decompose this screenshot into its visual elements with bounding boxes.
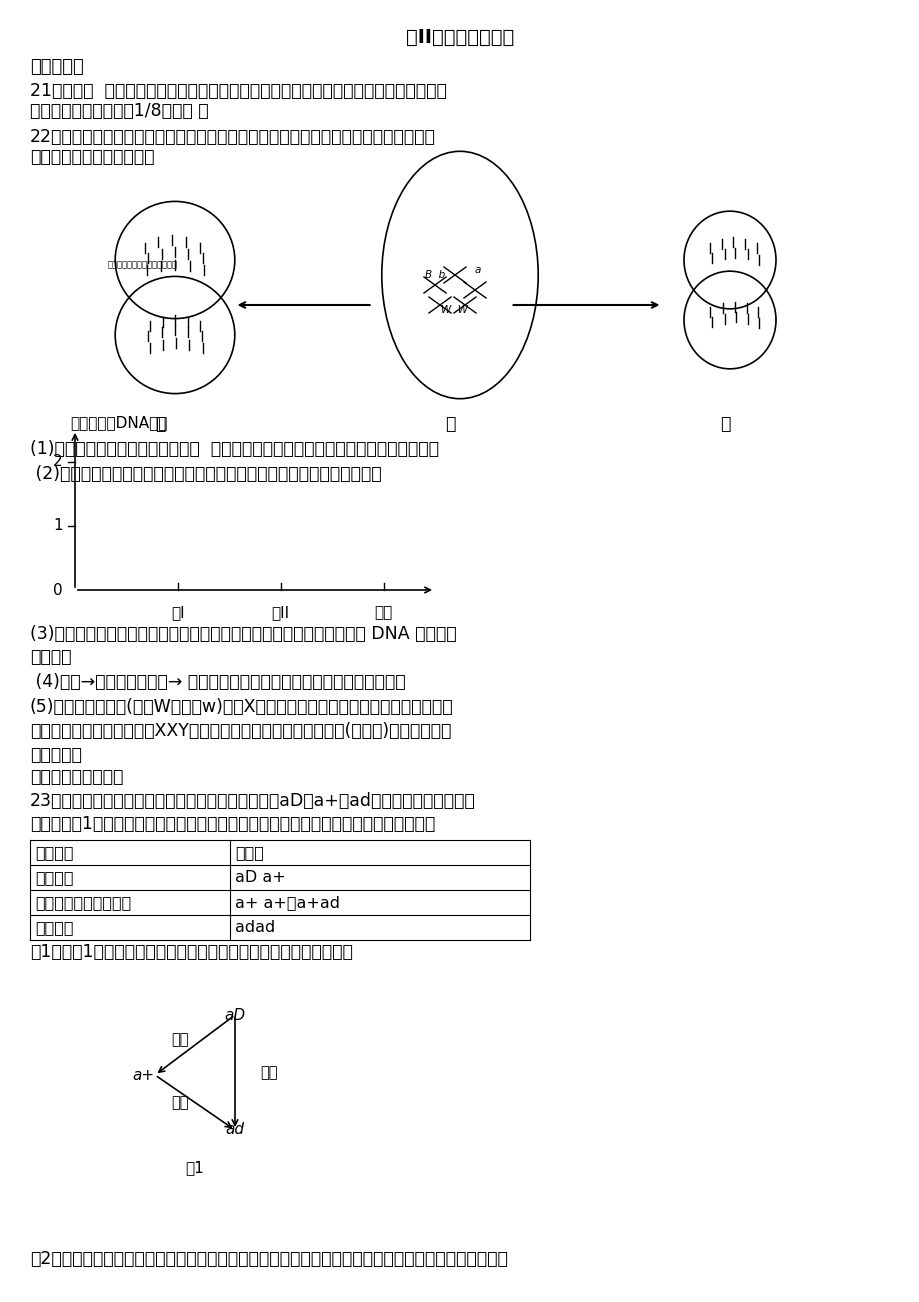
Text: a: a xyxy=(474,266,481,275)
Text: 性别类型: 性别类型 xyxy=(35,845,74,861)
Text: 突变: 突变 xyxy=(260,1065,278,1079)
Text: 23．葫芦科中一种被称为喷瓜的植物，其性别类型由aD、a+、ad三种基因决定，三种基: 23．葫芦科中一种被称为喷瓜的植物，其性别类型由aD、a+、ad三种基因决定，三… xyxy=(30,792,475,810)
Text: ad: ad xyxy=(225,1122,244,1138)
Text: 化曲线。: 化曲线。 xyxy=(30,648,72,667)
Text: ᎰᎰᎰᎰᎰᎰᎰᎰᎰᎰᎰᎰᎰᎰ: ᎰᎰᎰᎰᎰᎰᎰᎰᎰᎰᎰᎰᎰᎰ xyxy=(108,260,177,270)
Text: adad: adad xyxy=(234,921,275,935)
Text: 二个白化女孩的概率为1/8。答（ ）: 二个白化女孩的概率为1/8。答（ ） xyxy=(30,102,209,120)
Text: 乙: 乙 xyxy=(154,415,165,434)
Text: 雌性植株: 雌性植株 xyxy=(35,921,74,935)
Text: a+ a+、a+ad: a+ a+、a+ad xyxy=(234,894,340,910)
Text: 雄性植株: 雄性植株 xyxy=(35,870,74,885)
Text: （2）由表中信息可知，自然界中没有雄性纯和植株的原因是＿＿＿＿＿＿＿＿＿＿＿＿＿＿＿＿＿＿。: （2）由表中信息可知，自然界中没有雄性纯和植株的原因是＿＿＿＿＿＿＿＿＿＿＿＿＿… xyxy=(30,1250,507,1268)
Text: 21．判断题  白化为常染色体隐性遗传病，一对肤色正常的夫妇生了一个白化女孩，生第: 21．判断题 白化为常染色体隐性遗传病，一对肤色正常的夫妇生了一个白化女孩，生第 xyxy=(30,82,447,100)
Text: 2: 2 xyxy=(53,454,62,470)
Text: 1: 1 xyxy=(53,518,62,534)
Text: (5)果蝇眼色的基因(红眼W，白眼w)位于X染色体上，该果蝇与正常红眼雄果蝇交配，: (5)果蝇眼色的基因(红眼W，白眼w)位于X染色体上，该果蝇与正常红眼雄果蝇交配… xyxy=(30,698,453,716)
Text: 甲: 甲 xyxy=(444,415,455,434)
Text: 0: 0 xyxy=(53,582,62,598)
Text: 突变: 突变 xyxy=(171,1032,188,1048)
Text: 二、综合题: 二、综合题 xyxy=(30,59,84,76)
Text: 数第＿＿＿: 数第＿＿＿ xyxy=(30,746,82,764)
Text: 图1: 图1 xyxy=(186,1160,204,1174)
Text: a+: a+ xyxy=(132,1068,154,1082)
Text: B  b: B b xyxy=(425,270,445,280)
Text: (4)与甲→乙过程相比，甲→ 丙过程特有的可遗传变异类型是＿＿＿＿＿＿。: (4)与甲→乙过程相比，甲→ 丙过程特有的可遗传变异类型是＿＿＿＿＿＿。 xyxy=(30,673,405,691)
Text: (3)请在如图所示的坐标系中绘出甲细胞在减数分裂过程中每条染色体上 DNA 含量的变: (3)请在如图所示的坐标系中绘出甲细胞在减数分裂过程中每条染色体上 DNA 含量… xyxy=(30,625,456,643)
Text: (2)乙、丙细胞中同源染色体的对数分别是＿＿＿＿＿＿、＿＿＿＿＿＿。: (2)乙、丙细胞中同源染色体的对数分别是＿＿＿＿＿＿、＿＿＿＿＿＿。 xyxy=(30,465,381,483)
Text: 因关系如图1所示，其性别类型与基因型关系如表所示，请根据有关信息回答下列问题。: 因关系如图1所示，其性别类型与基因型关系如表所示，请根据有关信息回答下列问题。 xyxy=(30,815,435,833)
Text: 减I: 减I xyxy=(171,605,185,620)
Text: 时期: 时期 xyxy=(374,605,392,620)
Text: 次分裂时出现异常。: 次分裂时出现异常。 xyxy=(30,768,123,786)
Text: W  W: W W xyxy=(441,305,468,315)
Text: 22．某果蝇基因组成如甲图所示，理察该果蝇某器官装片；发现如乙、丙所示的细胞，: 22．某果蝇基因组成如甲图所示，理察该果蝇某器官装片；发现如乙、丙所示的细胞， xyxy=(30,128,436,146)
Text: 突变: 突变 xyxy=(171,1095,188,1111)
Text: 若后代出现性染色体组成为XXY的白眼个体，则是由于亲代＿＿＿(雌或雄)果蝇在进行减: 若后代出现性染色体组成为XXY的白眼个体，则是由于亲代＿＿＿(雌或雄)果蝇在进行… xyxy=(30,723,451,740)
Text: 减II: 减II xyxy=(271,605,289,620)
Text: （1）由图1可知基因突变具有＿＿＿＿＿＿＿＿＿＿＿＿＿的特点。: （1）由图1可知基因突变具有＿＿＿＿＿＿＿＿＿＿＿＿＿的特点。 xyxy=(30,943,353,961)
Text: 丙: 丙 xyxy=(719,415,730,434)
Text: aD: aD xyxy=(224,1008,245,1022)
Text: 两性植株（雌雄同株）: 两性植株（雌雄同株） xyxy=(35,894,131,910)
Text: 每条染色体DNA含量: 每条染色体DNA含量 xyxy=(70,415,167,430)
Text: 请结合下图回答有关问题：: 请结合下图回答有关问题： xyxy=(30,148,154,165)
Text: 基因型: 基因型 xyxy=(234,845,264,861)
Text: (1)丙细胞名称为＿＿＿＿＿＿＿，  其分裂产生的生殖细胞的基因组成为＿＿＿＿＿。: (1)丙细胞名称为＿＿＿＿＿＿＿， 其分裂产生的生殖细胞的基因组成为＿＿＿＿＿。 xyxy=(30,440,438,458)
Text: aD a+: aD a+ xyxy=(234,870,286,885)
Text: 第II卷（非选择题）: 第II卷（非选择题） xyxy=(405,29,514,47)
